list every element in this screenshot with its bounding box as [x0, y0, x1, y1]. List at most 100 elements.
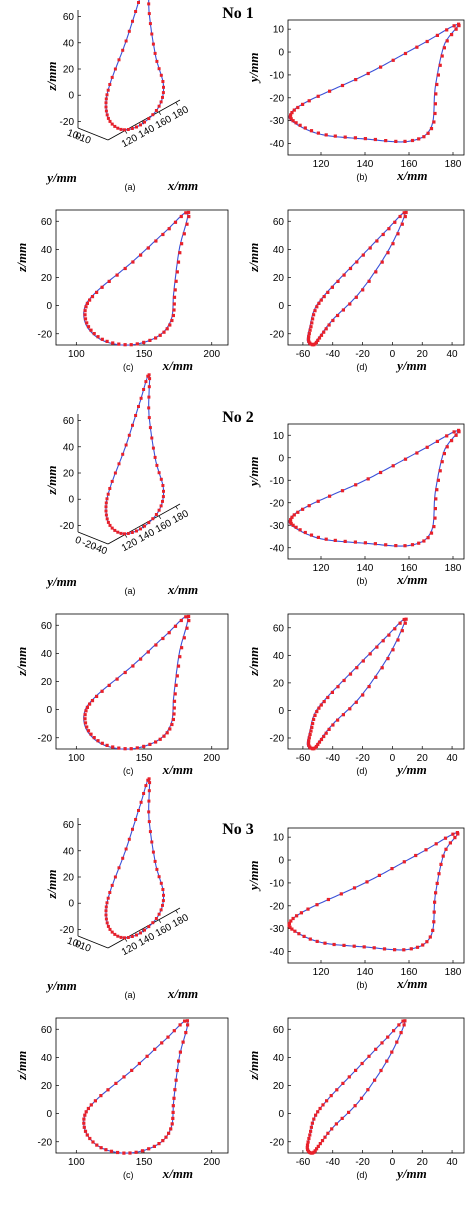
measured-point: [110, 122, 114, 126]
x-axis-label: y/mm: [395, 358, 427, 373]
measured-point: [167, 631, 171, 635]
z-tick-label: 40: [63, 442, 75, 453]
measured-point: [95, 290, 99, 294]
measured-point: [422, 539, 426, 543]
measured-point: [386, 657, 390, 661]
z-tick-label: 60: [63, 416, 75, 427]
measured-point: [162, 489, 165, 493]
measured-point: [117, 866, 121, 870]
model-line: [288, 24, 459, 143]
measured-point: [322, 295, 326, 299]
model-line: [83, 615, 189, 750]
measured-point: [295, 914, 299, 918]
x-tick-label: -20: [355, 753, 370, 764]
measured-point: [182, 232, 186, 236]
plot-frame: [287, 613, 465, 750]
measured-point: [82, 1125, 86, 1129]
x-tick: [175, 506, 179, 510]
x-tick-label: 160: [401, 159, 418, 170]
measured-point: [317, 740, 322, 744]
x-tick-label: 20: [417, 1157, 429, 1168]
measured-point: [137, 405, 140, 408]
measured-point: [328, 494, 332, 498]
measured-point: [110, 930, 114, 934]
measured-point: [172, 699, 177, 703]
measured-point: [110, 526, 114, 530]
measured-point: [297, 932, 301, 936]
measured-point: [312, 1117, 316, 1121]
z-axis-label: z/mm: [44, 466, 59, 496]
measured-point: [343, 539, 347, 543]
measured-point: [307, 743, 311, 747]
z-tick-label: 0: [68, 899, 74, 910]
measured-point: [114, 1081, 118, 1085]
measured-point: [353, 136, 357, 140]
x-axis-label: x/mm: [162, 1166, 193, 1181]
measured-point: [414, 853, 418, 858]
measured-point: [445, 434, 449, 438]
measured-point: [82, 1121, 86, 1125]
panel-d: -60 -40 -20 0 20 40 60 40 20 0 -20 y/mm z/mm (d): [246, 209, 465, 373]
measured-point: [347, 1110, 351, 1114]
panel-label: (d): [356, 362, 367, 372]
y-tick-label: 60: [273, 217, 285, 228]
measured-point: [104, 917, 108, 921]
x-tick-label: 120: [313, 563, 330, 574]
measured-point: [184, 1031, 188, 1035]
measured-point: [328, 89, 332, 93]
measured-point: [316, 1144, 320, 1148]
measured-point: [435, 439, 439, 443]
measured-point: [139, 123, 142, 127]
y-tick-label: -40: [270, 543, 285, 554]
measured-point: [83, 1113, 87, 1117]
measured-point: [184, 615, 188, 619]
measured-point: [310, 321, 314, 325]
x-tick: [158, 515, 162, 519]
measured-point: [456, 832, 460, 836]
measured-point: [363, 137, 367, 141]
measured-point: [434, 497, 438, 501]
model-line: [83, 211, 189, 346]
measured-point: [175, 270, 179, 274]
measured-point: [147, 925, 151, 929]
figure-group-2: No 21201401601800-20-406040200-20z/mmy/m…: [14, 373, 465, 777]
measured-point: [433, 516, 437, 520]
y-tick-label: -30: [270, 521, 285, 532]
measured-point: [319, 703, 323, 707]
measured-point: [293, 929, 297, 933]
x-tick-label: 160: [154, 114, 174, 132]
y-tick-label: 20: [41, 1081, 53, 1092]
measured-point: [159, 881, 163, 885]
measured-point: [332, 942, 336, 947]
measured-point: [294, 121, 298, 125]
measured-point: [122, 1151, 126, 1155]
plot-frame: [287, 1017, 465, 1154]
x-tick-label: 100: [68, 349, 85, 360]
measured-point: [134, 414, 138, 417]
x-tick: [158, 111, 162, 115]
measured-point: [161, 499, 164, 503]
x-tick-label: 140: [357, 563, 374, 574]
measured-point: [180, 242, 184, 246]
measured-point: [289, 117, 293, 121]
panel-label: (a): [125, 990, 136, 1000]
model-line: [105, 373, 165, 535]
measured-point: [348, 266, 353, 271]
y-tick-label: -10: [270, 878, 285, 889]
measured-point: [352, 886, 357, 890]
measured-point: [135, 529, 138, 533]
model-line: [306, 211, 406, 346]
measured-point: [367, 1054, 371, 1058]
y-tick-label: 20: [273, 678, 285, 689]
measured-point: [129, 747, 133, 751]
measured-point: [318, 1142, 322, 1146]
measured-point: [289, 919, 293, 923]
measured-point: [134, 10, 138, 13]
measured-point: [106, 520, 110, 524]
measured-point: [123, 266, 127, 271]
measured-point: [335, 1088, 339, 1092]
measured-point: [303, 126, 307, 130]
x-tick-label: 200: [203, 1157, 220, 1168]
